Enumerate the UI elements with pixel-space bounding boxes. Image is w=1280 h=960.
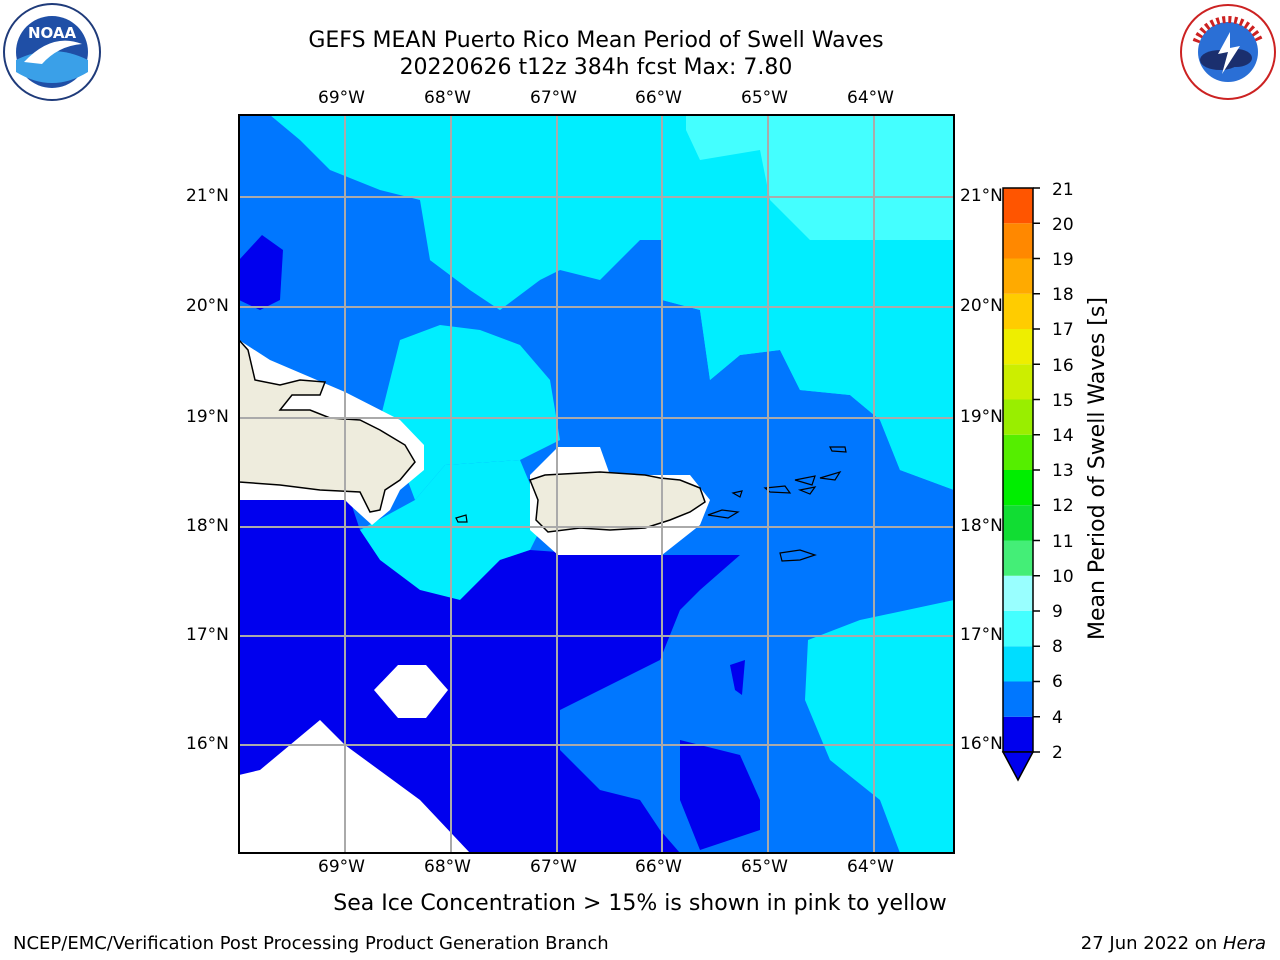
cbar-tick-15: 15 xyxy=(1052,391,1074,411)
lon-top-69: 69°W xyxy=(318,88,365,108)
lon-bottom-69: 69°W xyxy=(318,857,365,877)
swell-band-6-8-central xyxy=(380,325,560,500)
lon-bottom-64: 64°W xyxy=(847,857,894,877)
cbar-tick-19: 19 xyxy=(1052,250,1074,270)
noaa-logo-text: NOAA xyxy=(28,24,77,42)
lat-right-18: 18°N xyxy=(960,516,1003,536)
cbar-tick-16: 16 xyxy=(1052,356,1074,376)
chart-subtitle: 20220626 t12z 384h fcst Max: 7.80 xyxy=(399,55,793,80)
grid-lines xyxy=(239,115,954,853)
swell-band-2-4-spot xyxy=(730,660,745,695)
lon-bottom-65: 65°W xyxy=(741,857,788,877)
lat-right-17: 17°N xyxy=(960,625,1003,645)
lat-left-17: 17°N xyxy=(186,625,229,645)
no-data-south xyxy=(239,720,470,853)
cbar-tick-4: 4 xyxy=(1052,708,1063,728)
map-frame xyxy=(238,114,955,854)
swell-band-6-8-south-passage xyxy=(360,460,545,600)
swell-band-8-9-ne xyxy=(686,115,954,275)
cbar-tick-21: 21 xyxy=(1052,180,1074,200)
footer-date: 27 Jun 2022 on Hera xyxy=(1081,933,1266,954)
island-st-croix xyxy=(779,549,817,562)
lon-top-67: 67°W xyxy=(530,88,577,108)
land-hispaniola xyxy=(239,338,416,513)
lat-right-16: 16°N xyxy=(960,734,1003,754)
cbar-tick-17: 17 xyxy=(1052,320,1074,340)
footer-machine: Hera xyxy=(1222,933,1266,954)
lat-left-20: 20°N xyxy=(186,296,229,316)
lon-bottom-66: 66°W xyxy=(635,857,682,877)
cbar-tick-2: 2 xyxy=(1052,743,1063,763)
cbar-tick-18: 18 xyxy=(1052,285,1074,305)
cbar-tick-6: 6 xyxy=(1052,672,1063,692)
lat-right-20: 20°N xyxy=(960,296,1003,316)
lon-bottom-67: 67°W xyxy=(530,857,577,877)
cbar-tick-20: 20 xyxy=(1052,215,1074,235)
island-bvi xyxy=(794,470,842,495)
cbar-tick-12: 12 xyxy=(1052,496,1074,516)
cbar-tick-14: 14 xyxy=(1052,426,1074,446)
cbar-tick-11: 11 xyxy=(1052,532,1074,552)
cbar-tick-10: 10 xyxy=(1052,567,1074,587)
noaa-logo: NOAA xyxy=(2,2,102,102)
lat-right-21: 21°N xyxy=(960,186,1003,206)
swell-band-6-8-se xyxy=(805,600,954,853)
no-data-patch xyxy=(374,665,448,718)
lat-right-19: 19°N xyxy=(960,407,1003,427)
swell-band-2-4-se xyxy=(680,740,760,850)
lon-bottom-68: 68°W xyxy=(424,857,471,877)
chart-title: GEFS MEAN Puerto Rico Mean Period of Swe… xyxy=(308,28,884,53)
lat-left-18: 18°N xyxy=(186,516,229,536)
swell-band-2-4-nw xyxy=(239,235,283,310)
cbar-tick-13: 13 xyxy=(1052,461,1074,481)
cbar-tick-8: 8 xyxy=(1052,637,1063,657)
footer-date-text: 27 Jun 2022 on xyxy=(1080,933,1223,954)
lon-top-64: 64°W xyxy=(847,88,894,108)
lon-top-68: 68°W xyxy=(424,88,471,108)
footer-credit: NCEP/EMC/Verification Post Processing Pr… xyxy=(13,933,609,954)
lat-left-16: 16°N xyxy=(186,734,229,754)
lon-top-65: 65°W xyxy=(741,88,788,108)
island-mona xyxy=(455,514,468,523)
swell-band-6-8-east xyxy=(662,240,954,490)
lat-left-21: 21°N xyxy=(186,186,229,206)
nws-logo xyxy=(1178,2,1278,102)
swell-band-6-8-nn xyxy=(440,145,662,200)
lat-left-19: 19°N xyxy=(186,407,229,427)
island-culebra xyxy=(731,490,743,498)
cbar-tick-9: 9 xyxy=(1052,602,1063,622)
island-vieques xyxy=(707,509,740,519)
island-anegada xyxy=(829,446,847,453)
lon-top-66: 66°W xyxy=(635,88,682,108)
sea-ice-note: Sea Ice Concentration > 15% is shown in … xyxy=(333,891,947,916)
colorbar-label: Mean Period of Swell Waves [s] xyxy=(1085,297,1110,640)
